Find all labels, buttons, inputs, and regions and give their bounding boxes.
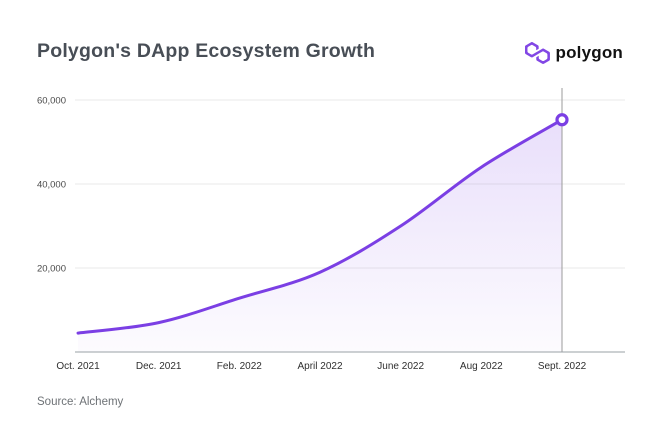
x-axis-tick-label: Sept. 2022 (538, 361, 587, 372)
y-axis-tick-label: 40,000 (37, 180, 66, 191)
polygon-wordmark: polygon (555, 43, 623, 62)
x-axis-tick-label: Feb. 2022 (217, 361, 262, 372)
x-axis-tick-label: Aug 2022 (460, 361, 503, 372)
area-fill (78, 119, 562, 352)
x-axis-tick-label: Oct. 2021 (56, 361, 100, 372)
source-label: Source: Alchemy (37, 396, 124, 408)
y-axis-tick-label: 20,000 (37, 264, 66, 275)
x-axis-tick-label: Dec. 2021 (136, 361, 182, 372)
x-axis-tick-label: June 2022 (377, 361, 424, 372)
end-point-marker (555, 113, 569, 127)
polygon-icon (524, 42, 550, 64)
growth-line (76, 118, 564, 335)
x-axis-tick-label: April 2022 (297, 361, 342, 372)
page-title: Polygon's DApp Ecosystem Growth (37, 40, 376, 62)
y-axis-tick-label: 60,000 (37, 96, 66, 107)
polygon-logo: polygon (524, 42, 624, 64)
